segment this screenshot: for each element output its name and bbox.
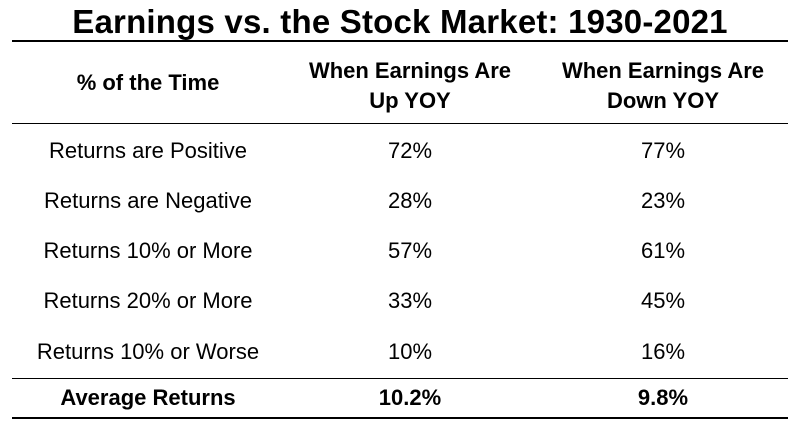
row-value-up: 33% <box>387 288 433 313</box>
header-category-line-1: % of the Time <box>76 70 220 95</box>
header-earnings-up-line-2: Up YOY <box>369 88 451 113</box>
average-returns-label: Average Returns <box>60 385 236 410</box>
row-label: Returns 10% or Worse <box>36 339 260 364</box>
header-earnings-down: When Earnings Are Down YOY <box>538 56 788 116</box>
header-rule <box>12 123 788 124</box>
bottom-rule <box>12 417 788 419</box>
row-value-up: 28% <box>387 188 433 213</box>
average-returns-down: 9.8% <box>637 385 689 410</box>
row-value-down: 61% <box>640 238 686 263</box>
top-rule <box>12 40 788 42</box>
header-earnings-up: When Earnings Are Up YOY <box>282 56 538 116</box>
row-label: Returns 20% or More <box>43 288 253 313</box>
header-earnings-down-line-2: Down YOY <box>606 88 720 113</box>
row-label: Returns 10% or More <box>43 238 253 263</box>
row-label: Returns are Negative <box>44 188 252 213</box>
average-returns-up: 10.2% <box>378 385 442 410</box>
row-label: Returns are Positive <box>48 138 248 163</box>
row-value-down: 77% <box>640 138 686 163</box>
chart-title: Earnings vs. the Stock Market: 1930-2021 <box>72 3 728 40</box>
row-value-up: 72% <box>387 138 433 163</box>
row-value-down: 23% <box>640 188 686 213</box>
header-earnings-up-line-1: When Earnings Are <box>308 58 512 83</box>
header-category: % of the Time <box>12 68 284 98</box>
row-value-down: 16% <box>640 339 686 364</box>
header-earnings-down-line-1: When Earnings Are <box>561 58 765 83</box>
row-value-up: 57% <box>387 238 433 263</box>
average-rule <box>12 378 788 379</box>
row-value-down: 45% <box>640 288 686 313</box>
row-value-up: 10% <box>387 339 433 364</box>
